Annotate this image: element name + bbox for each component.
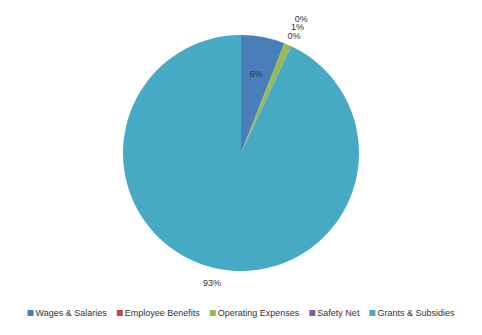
legend-label: Wages & Salaries bbox=[36, 308, 108, 318]
chart: 6%0%1%0%93%Wages & SalariesEmployee Bene… bbox=[0, 0, 482, 335]
legend-label: Employee Benefits bbox=[125, 308, 201, 318]
legend-swatch bbox=[117, 310, 123, 316]
data-label: 93% bbox=[203, 278, 221, 288]
legend-item: Grants & Subsidies bbox=[369, 308, 455, 318]
data-label: 6% bbox=[250, 69, 263, 79]
pie bbox=[123, 35, 359, 271]
legend-item: Operating Expenses bbox=[210, 308, 300, 318]
legend-swatch bbox=[309, 310, 315, 316]
legend-item: Employee Benefits bbox=[117, 308, 201, 318]
legend-swatch bbox=[369, 310, 375, 316]
legend-label: Grants & Subsidies bbox=[377, 308, 455, 318]
legend-item: Wages & Salaries bbox=[28, 308, 108, 318]
legend-label: Safety Net bbox=[317, 308, 360, 318]
legend: Wages & Salaries Employee Benefits Operati… bbox=[28, 308, 455, 318]
legend-item: Safety Net bbox=[309, 308, 360, 318]
slice bbox=[123, 35, 359, 271]
legend-swatch bbox=[210, 310, 216, 316]
legend-label: Operating Expenses bbox=[218, 308, 300, 318]
data-label: 0% bbox=[295, 14, 308, 24]
legend-swatch bbox=[28, 310, 34, 316]
